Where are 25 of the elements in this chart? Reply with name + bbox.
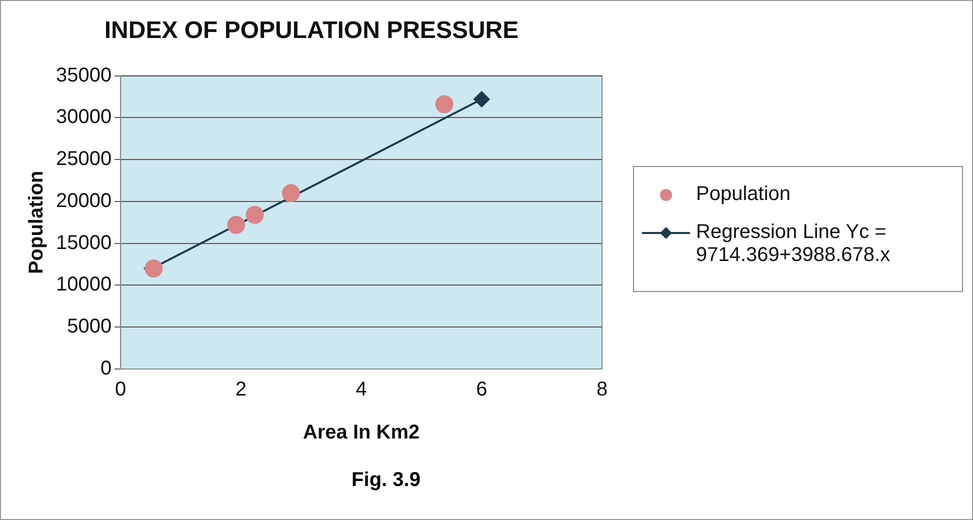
chart-title: INDEX OF POPULATION PRESSURE [104, 17, 519, 44]
x-axis-title: Area In Km2 [302, 422, 420, 444]
y-tick-label: 15000 [56, 232, 112, 254]
y-tick-label: 25000 [56, 148, 112, 170]
y-tick-label: 35000 [56, 64, 112, 86]
caption: Fig. 3.9 [350, 469, 422, 492]
point [474, 91, 490, 108]
point [227, 216, 246, 234]
y-axis-title: Population [26, 170, 48, 274]
point [246, 206, 264, 224]
x-tick-label: 2 [235, 378, 247, 401]
y-tick-label: 20000 [56, 190, 112, 212]
legend-label: Population [696, 183, 791, 206]
point [144, 259, 163, 278]
y-tick-label: 10000 [56, 274, 112, 296]
y-tick-label: 5000 [67, 316, 112, 338]
point [435, 95, 454, 114]
x-tick-label: 0 [115, 378, 126, 401]
x-tick-label: 4 [356, 378, 367, 401]
y-tick-label: 30000 [56, 106, 112, 128]
legend-label: Regression Line Yc = 9714.369+3988.678.x [696, 221, 892, 267]
y-tick-label: 0 [100, 358, 112, 380]
x-tick-label: 6 [476, 378, 488, 401]
point [282, 184, 300, 202]
x-tick-label: 8 [596, 378, 608, 401]
